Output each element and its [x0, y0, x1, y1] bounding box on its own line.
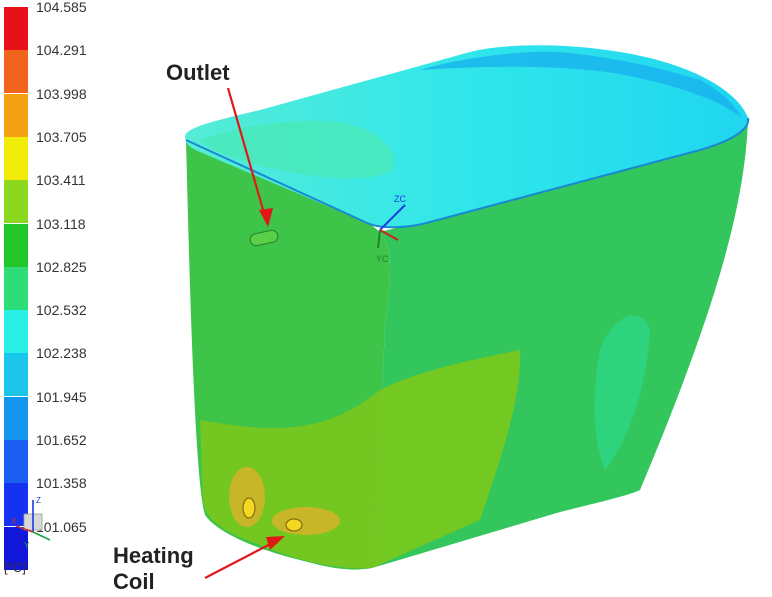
triad-y-axis	[32, 531, 51, 541]
legend-swatch	[4, 50, 28, 94]
top-edge	[185, 117, 750, 229]
heating-coil-right	[285, 518, 303, 532]
legend-tick-label: 101.652	[36, 432, 87, 448]
outlet-callout: Outlet	[166, 60, 230, 85]
legend-swatch	[4, 310, 28, 354]
heating-coil-halo-right	[272, 507, 340, 535]
legend-swatch	[4, 396, 28, 440]
legend-tick-label: 101.065	[36, 518, 87, 535]
legend-swatch	[4, 266, 28, 310]
heating-coil-callout-line1: Heating	[113, 543, 194, 568]
legend-tick-label: 102.532	[36, 302, 87, 319]
legend-swatch	[4, 223, 28, 267]
side-cool-band	[594, 315, 650, 470]
triad-x-label: X	[11, 517, 17, 526]
legend-tick-label: 103.411	[36, 172, 86, 189]
legend-tick-label: 101.945	[36, 388, 87, 405]
legend-tick-label: 103.118	[36, 215, 86, 232]
heating-coil-callout-line2: Coil	[113, 569, 155, 594]
tank-top-face	[184, 45, 749, 228]
temperature-legend: 104.585 104.291 103.998 103.705 103.411 103.1…	[0, 0, 140, 597]
triad-y-label: Y	[24, 541, 30, 550]
legend-tick-label: 101.358	[36, 475, 87, 492]
legend-tick-label: 104.291	[36, 42, 87, 59]
model-xc-axis	[379, 229, 399, 241]
model-zc-axis	[379, 204, 406, 231]
model-yc-axis	[377, 229, 381, 249]
legend-tick-label: 102.825	[36, 258, 87, 275]
legend-swatch	[4, 93, 28, 137]
legend-tick-label: 104.585	[36, 0, 87, 15]
legend-swatch	[4, 353, 28, 397]
top-rim-shade	[420, 51, 742, 118]
heating-coil-halo-left	[229, 467, 265, 527]
orientation-triad: Z Y X	[11, 496, 51, 550]
legend-unit: [°C]	[4, 560, 26, 575]
legend-tick-label: 102.238	[36, 345, 87, 362]
outlet-pipe	[249, 229, 279, 247]
heating-coil-left	[242, 497, 256, 519]
coil-arrow-line	[204, 539, 279, 579]
legend-swatch	[4, 7, 28, 50]
heating-coil-callout: Heating Coil	[113, 543, 194, 595]
model-yc-label: YC	[376, 254, 389, 264]
triad-z-label: Z	[36, 496, 41, 505]
coil-arrow-head	[266, 536, 285, 550]
legend-swatch	[4, 136, 28, 180]
outlet-arrow-head	[259, 208, 273, 227]
model-zc-label: ZC	[394, 194, 406, 204]
triad-x-axis	[15, 525, 34, 533]
legend-swatch	[4, 526, 28, 570]
outlet-arrow-line	[226, 87, 268, 221]
legend-tick-label: 103.998	[36, 85, 87, 102]
legend-swatch	[4, 440, 28, 483]
legend-tick-label: 103.705	[36, 128, 87, 145]
legend-swatch	[4, 180, 28, 224]
top-warm-patch	[200, 120, 394, 179]
